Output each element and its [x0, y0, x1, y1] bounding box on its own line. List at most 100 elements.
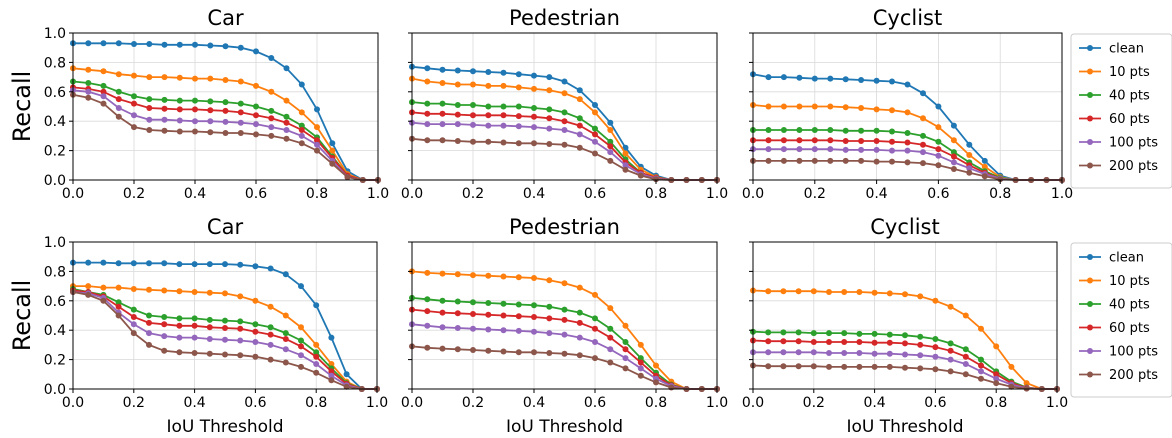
data-point [253, 103, 259, 110]
data-point [858, 127, 865, 134]
data-point [424, 296, 431, 303]
data-point [500, 327, 507, 334]
x-tick-label: 0.4 [184, 186, 206, 202]
data-point [176, 349, 183, 356]
data-point [576, 352, 583, 359]
data-point [222, 336, 228, 343]
legend-label: clean [1109, 42, 1144, 57]
data-point [85, 259, 92, 266]
data-point [902, 340, 908, 347]
data-point [920, 141, 926, 148]
data-point [561, 316, 568, 323]
data-point [85, 291, 92, 298]
data-point [873, 138, 880, 144]
y-tick-label: 1.0 [44, 235, 66, 251]
data-point [470, 299, 476, 306]
data-point [485, 347, 492, 354]
data-point [253, 121, 259, 128]
y-tick-label: 0.8 [44, 264, 66, 280]
data-point [576, 96, 583, 103]
data-point [780, 363, 787, 370]
data-point [856, 339, 863, 345]
data-point [780, 157, 787, 164]
x-tick-label: 0.8 [306, 186, 328, 202]
data-point [546, 350, 553, 356]
legend-swatch-marker [1087, 92, 1093, 98]
data-point [842, 76, 849, 83]
chart-title: Cyclist [870, 215, 939, 239]
data-point [622, 322, 629, 329]
data-point [454, 346, 461, 353]
data-point [100, 40, 107, 47]
data-point [765, 74, 772, 81]
data-point [607, 157, 614, 164]
chart-title: Car [207, 6, 244, 30]
chart-title: Car [207, 215, 244, 239]
data-point [546, 277, 553, 284]
data-point [146, 286, 152, 293]
data-point [561, 141, 568, 148]
x-tick-label: 0.6 [584, 186, 606, 202]
data-point [298, 127, 305, 133]
data-point [176, 334, 183, 341]
data-point [546, 141, 553, 147]
data-point [796, 127, 803, 133]
data-point [485, 272, 492, 279]
data-point [161, 314, 168, 320]
data-point [827, 146, 834, 153]
data-point [576, 122, 583, 129]
data-point [993, 380, 1000, 387]
data-point [130, 260, 137, 267]
x-axis-label: IoU Threshold [506, 417, 623, 437]
data-point [622, 346, 629, 353]
legend-swatch-marker [1087, 139, 1093, 145]
data-point [314, 147, 320, 154]
x-tick-label: 0.2 [803, 395, 825, 411]
data-point [561, 331, 568, 338]
data-point [252, 263, 259, 270]
data-point [470, 311, 476, 317]
data-point [841, 350, 848, 356]
data-point [873, 146, 880, 153]
data-point [841, 363, 848, 370]
data-point [796, 146, 803, 153]
legend-entry: 40 pts [1079, 298, 1150, 313]
data-point [500, 273, 507, 280]
data-point [546, 303, 553, 310]
data-point [561, 280, 568, 287]
x-axis-label: IoU Threshold [846, 417, 963, 437]
data-point [607, 359, 614, 366]
data-point [485, 300, 492, 306]
x-tick-label: 0.8 [985, 395, 1007, 411]
data-point [871, 289, 878, 296]
legend-2: clean 10 pts 40 pts 60 pts 100 pts 200 pts [1070, 242, 1172, 398]
data-point [328, 361, 335, 367]
data-point [313, 341, 320, 348]
data-point [439, 110, 446, 117]
data-point [842, 146, 849, 153]
data-point [283, 113, 290, 120]
x-tick-label: 1.0 [706, 395, 728, 411]
legend-swatch-marker [1087, 348, 1093, 354]
data-point [796, 74, 803, 81]
legend-swatch-marker [1087, 115, 1093, 122]
data-point [237, 109, 244, 116]
data-point [889, 158, 895, 165]
x-tick-label: 0.2 [123, 395, 145, 411]
data-point [904, 130, 911, 136]
data-point [978, 325, 984, 332]
legend-swatch-marker [1087, 371, 1093, 378]
data-point [935, 138, 942, 145]
data-point [176, 261, 183, 268]
data-point [131, 72, 137, 79]
data-point [191, 261, 198, 268]
data-point [765, 329, 772, 336]
data-point [206, 316, 213, 323]
data-point [932, 336, 939, 342]
data-point [889, 147, 895, 154]
data-point [161, 74, 168, 81]
data-point [206, 324, 213, 331]
data-point [207, 42, 214, 49]
data-point [424, 322, 431, 329]
data-point [811, 157, 818, 164]
